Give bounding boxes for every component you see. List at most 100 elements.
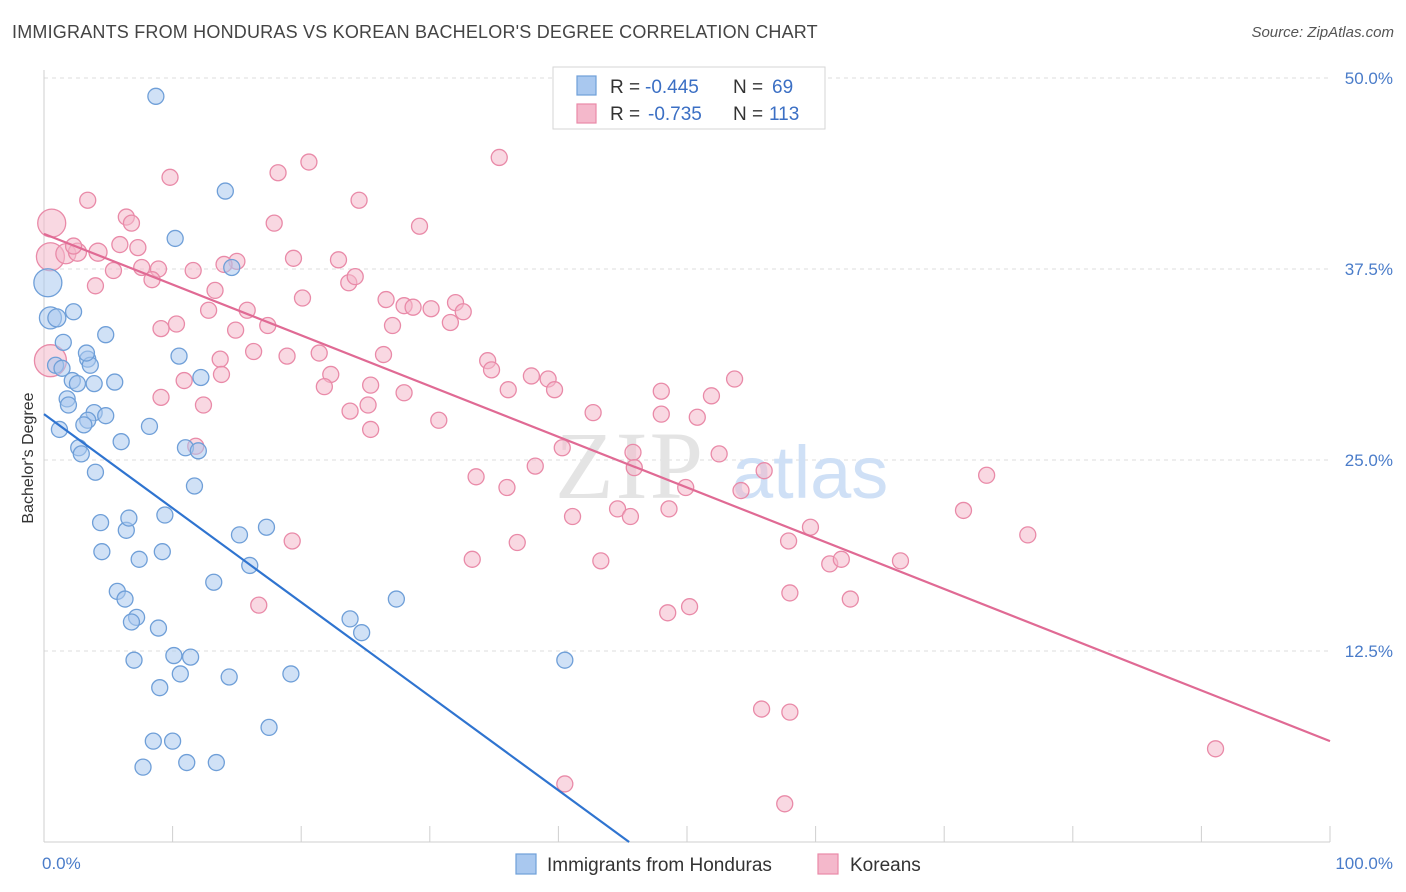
legend-n-label-2: N =	[733, 104, 763, 125]
honduras-point-41	[122, 613, 141, 631]
honduras-point-4	[54, 333, 72, 351]
honduras-point-67	[106, 373, 124, 391]
koreans-point-88	[563, 507, 582, 526]
koreans-point-66	[341, 402, 359, 420]
koreans-point-107	[1206, 740, 1225, 758]
koreans-point-28	[329, 251, 348, 269]
honduras-point-43	[341, 610, 359, 628]
legend-r-label-2: R =	[610, 104, 640, 125]
koreans-point-65	[194, 396, 213, 414]
koreans-point-10	[129, 238, 147, 257]
honduras-point-54	[144, 732, 162, 750]
koreans-point-72	[361, 420, 380, 439]
koreans-point-84	[977, 466, 996, 484]
koreans-point-52	[482, 361, 501, 379]
honduras-point-52	[151, 679, 169, 697]
koreans-point-100	[781, 584, 799, 602]
koreans-point-53	[522, 367, 541, 385]
koreans-point-0	[37, 208, 67, 238]
honduras-point-68	[53, 359, 71, 377]
koreans-point-62	[702, 387, 721, 405]
koreans-point-45	[211, 350, 229, 368]
honduras-point-28	[120, 509, 138, 527]
honduras-point-51	[282, 665, 300, 683]
koreans-point-106	[781, 703, 799, 721]
honduras-point-62	[223, 258, 241, 277]
honduras-point-65	[77, 344, 96, 362]
koreans-point-22	[300, 153, 318, 171]
koreans-point-43	[383, 316, 402, 335]
honduras-point-64	[192, 368, 210, 387]
koreans-point-70	[688, 408, 706, 426]
koreans-point-30	[346, 267, 364, 286]
honduras-point-16	[75, 416, 93, 434]
koreans-point-8	[122, 214, 141, 232]
koreans-point-109	[776, 795, 794, 813]
honduras-point-36	[205, 573, 223, 591]
koreans-point-95	[463, 550, 481, 568]
koreans-point-56	[315, 378, 333, 396]
honduras-point-61	[166, 229, 184, 248]
honduras-point-32	[153, 543, 171, 561]
koreans-point-48	[310, 344, 328, 362]
koreans-point-49	[374, 345, 393, 364]
chart-title: IMMIGRANTS FROM HONDURAS VS KOREAN BACHE…	[12, 22, 818, 42]
koreans-point-108	[556, 775, 574, 793]
koreans-point-104	[659, 604, 677, 622]
koreans-point-44	[441, 313, 460, 332]
koreans-point-74	[553, 439, 571, 457]
koreans-point-47	[278, 347, 296, 365]
honduras-point-55	[163, 732, 182, 750]
koreans-point-14	[184, 261, 202, 280]
koreans-point-76	[710, 445, 728, 463]
legend-r-value-1: -0.445	[645, 77, 699, 98]
koreans-point-101	[841, 590, 859, 608]
koreans-point-75	[624, 443, 642, 462]
source-label: Source: ZipAtlas.com	[1251, 24, 1394, 41]
koreans-point-57	[361, 376, 380, 394]
koreans-point-110	[212, 365, 231, 384]
koreans-point-64	[152, 388, 170, 407]
koreans-point-92	[283, 532, 301, 550]
koreans-point-41	[226, 321, 245, 339]
legend-r-value-2: -0.735	[648, 104, 702, 125]
honduras-point-0	[33, 268, 63, 298]
y-axis-title: Bachelor's Degree	[20, 392, 37, 523]
koreans-point-111	[152, 319, 170, 338]
honduras-trend-line	[43, 413, 630, 843]
koreans-point-98	[832, 550, 850, 568]
koreans-point-27	[284, 249, 303, 267]
honduras-point-29	[156, 506, 174, 524]
koreans-point-61	[652, 382, 670, 400]
koreans-point-35	[422, 300, 440, 318]
trend-lines	[43, 232, 1331, 843]
honduras-point-59	[147, 87, 165, 105]
axes	[43, 70, 1331, 843]
honduras-point-33	[93, 543, 111, 561]
koreans-point-25	[410, 217, 429, 235]
koreans-point-58	[395, 384, 413, 402]
koreans-point-60	[545, 381, 564, 399]
koreans-point-91	[1019, 526, 1037, 544]
koreans-point-11	[104, 261, 123, 280]
honduras-point-10	[85, 374, 103, 393]
x-tick-label-min: 0.0%	[42, 854, 81, 873]
koreans-point-24	[265, 214, 283, 232]
honduras-point-49	[171, 665, 189, 683]
koreans-point-59	[499, 381, 517, 399]
legend-n-value-1: 69	[772, 77, 793, 98]
koreans-point-85	[608, 500, 627, 518]
honduras-point-47	[125, 651, 143, 669]
series-legend-label-koreans: Koreans	[850, 855, 921, 876]
honduras-points	[33, 87, 574, 776]
y-tick-label-3: 50.0%	[1345, 69, 1393, 88]
honduras-point-17	[50, 420, 69, 439]
koreans-point-9	[111, 235, 129, 254]
series-legend-swatch-koreans	[817, 853, 839, 875]
honduras-point-18	[140, 417, 159, 436]
honduras-point-3	[64, 303, 83, 321]
honduras-point-53	[260, 718, 278, 737]
koreans-point-17	[86, 277, 105, 295]
koreans-point-87	[621, 507, 640, 526]
honduras-point-2	[47, 308, 67, 328]
